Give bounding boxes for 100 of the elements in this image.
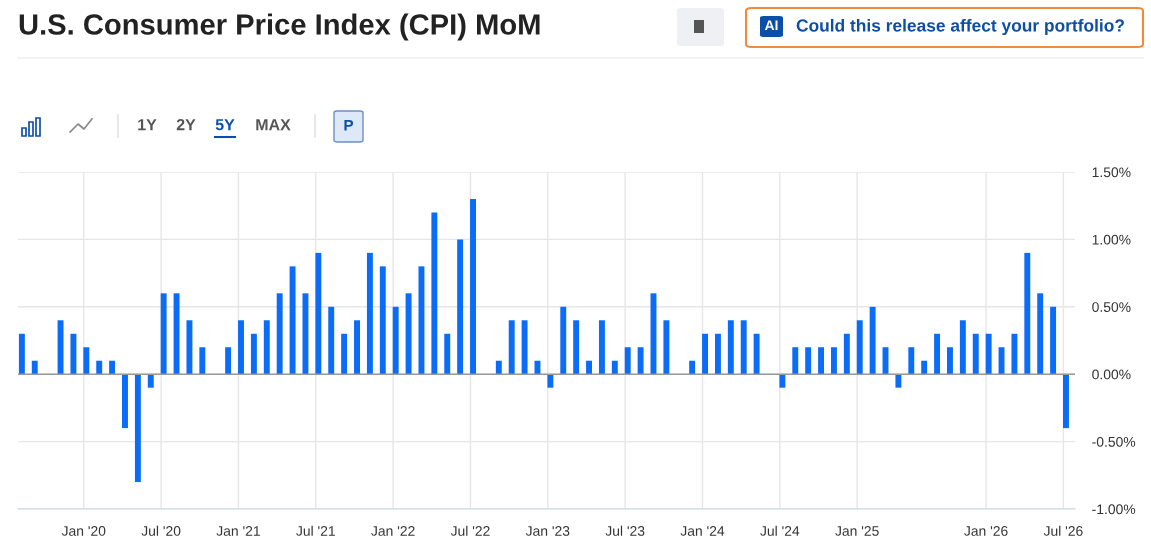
bar [366,252,373,375]
bar [714,333,721,375]
bar [173,293,180,375]
bar [792,347,799,375]
x-tick-label: Jul '20 [141,525,181,536]
bar [392,306,399,375]
bar [263,320,270,375]
bar [624,347,631,375]
bar [586,360,592,375]
bar [856,320,863,375]
text: 1Y [138,119,157,131]
x-tick-label: Jul '26 [1043,525,1083,536]
bar [598,320,605,375]
x-tick-label: Jan '23 [525,526,570,536]
y-tick-label: 1.50% [1092,167,1131,178]
bar [985,333,992,375]
bar [238,320,244,375]
bar [431,212,438,375]
y-tick-label: 0.50% [1092,302,1131,312]
bar [57,320,64,375]
bar [947,347,953,375]
bar [302,293,309,375]
bar [779,374,786,388]
bar [843,333,850,375]
bar [908,347,915,375]
bar [727,320,734,375]
x-tick-label: Jan '20 [61,526,106,536]
bar [134,374,141,483]
bar [96,360,103,375]
bar [109,360,116,375]
bar [934,333,941,375]
bar [495,360,502,375]
x-tick-label: Jul '21 [296,525,335,536]
bar [805,347,812,375]
x-tick-label: Jul '23 [605,525,645,536]
bar [470,198,476,375]
bar [1011,333,1018,375]
bar [199,347,206,375]
bar [444,333,451,375]
x-tick-label: Jan '25 [835,526,879,536]
text: P [344,119,354,131]
chart-title: U.S. Consumer Price Index (CPI) MoM [19,13,540,41]
bar [830,347,837,375]
bar [740,320,747,375]
bar [276,293,283,375]
y-tick-label: -0.50% [1092,436,1136,447]
bar [225,347,232,375]
bar [818,347,825,375]
bar [972,333,979,375]
bar [315,252,322,375]
bar [663,320,670,375]
bar [689,360,696,375]
bar [1050,306,1057,375]
bar [31,360,38,375]
bar [18,333,25,375]
bar [1037,293,1044,375]
bar [160,293,167,375]
bar [702,333,709,375]
bar [405,293,412,375]
text: 2Y [176,118,196,131]
bar [250,333,257,375]
bar [560,306,567,375]
bar [521,320,528,375]
bar [753,333,760,375]
x-tick-label: Jan '24 [680,526,725,536]
bar [508,320,515,375]
y-tick-label: 1.00% [1092,234,1131,245]
y-tick-label: -1.00% [1092,504,1136,515]
bar [457,239,464,375]
bar [637,347,644,375]
bar [959,320,966,375]
bar [289,266,296,375]
x-tick-label: Jan '26 [964,526,1008,536]
x-tick-label: Jan '22 [371,526,415,536]
bar [147,374,154,388]
bar [379,266,386,375]
x-tick-label: Jul '24 [760,525,800,536]
text: 5Y [215,119,235,131]
bar [547,374,554,388]
bar [921,360,928,375]
bar [573,320,580,375]
bar [70,333,77,375]
bar [1024,252,1031,375]
bar [1063,374,1069,429]
x-tick-label: Jul '22 [450,525,490,536]
bar [418,266,425,375]
text: MAX [256,119,291,131]
bar [186,320,193,375]
text: Could this release affect your portfolio? [796,18,1124,36]
bar [341,333,348,375]
bar [611,360,618,375]
x-tick-label: Jan '21 [216,526,260,536]
bar [869,306,876,375]
y-tick-label: 0.00% [1092,369,1131,380]
bar [122,374,128,429]
bar [83,347,90,375]
text: AI [764,20,778,31]
bar [354,320,360,375]
bar [895,374,902,388]
bar [328,306,335,375]
